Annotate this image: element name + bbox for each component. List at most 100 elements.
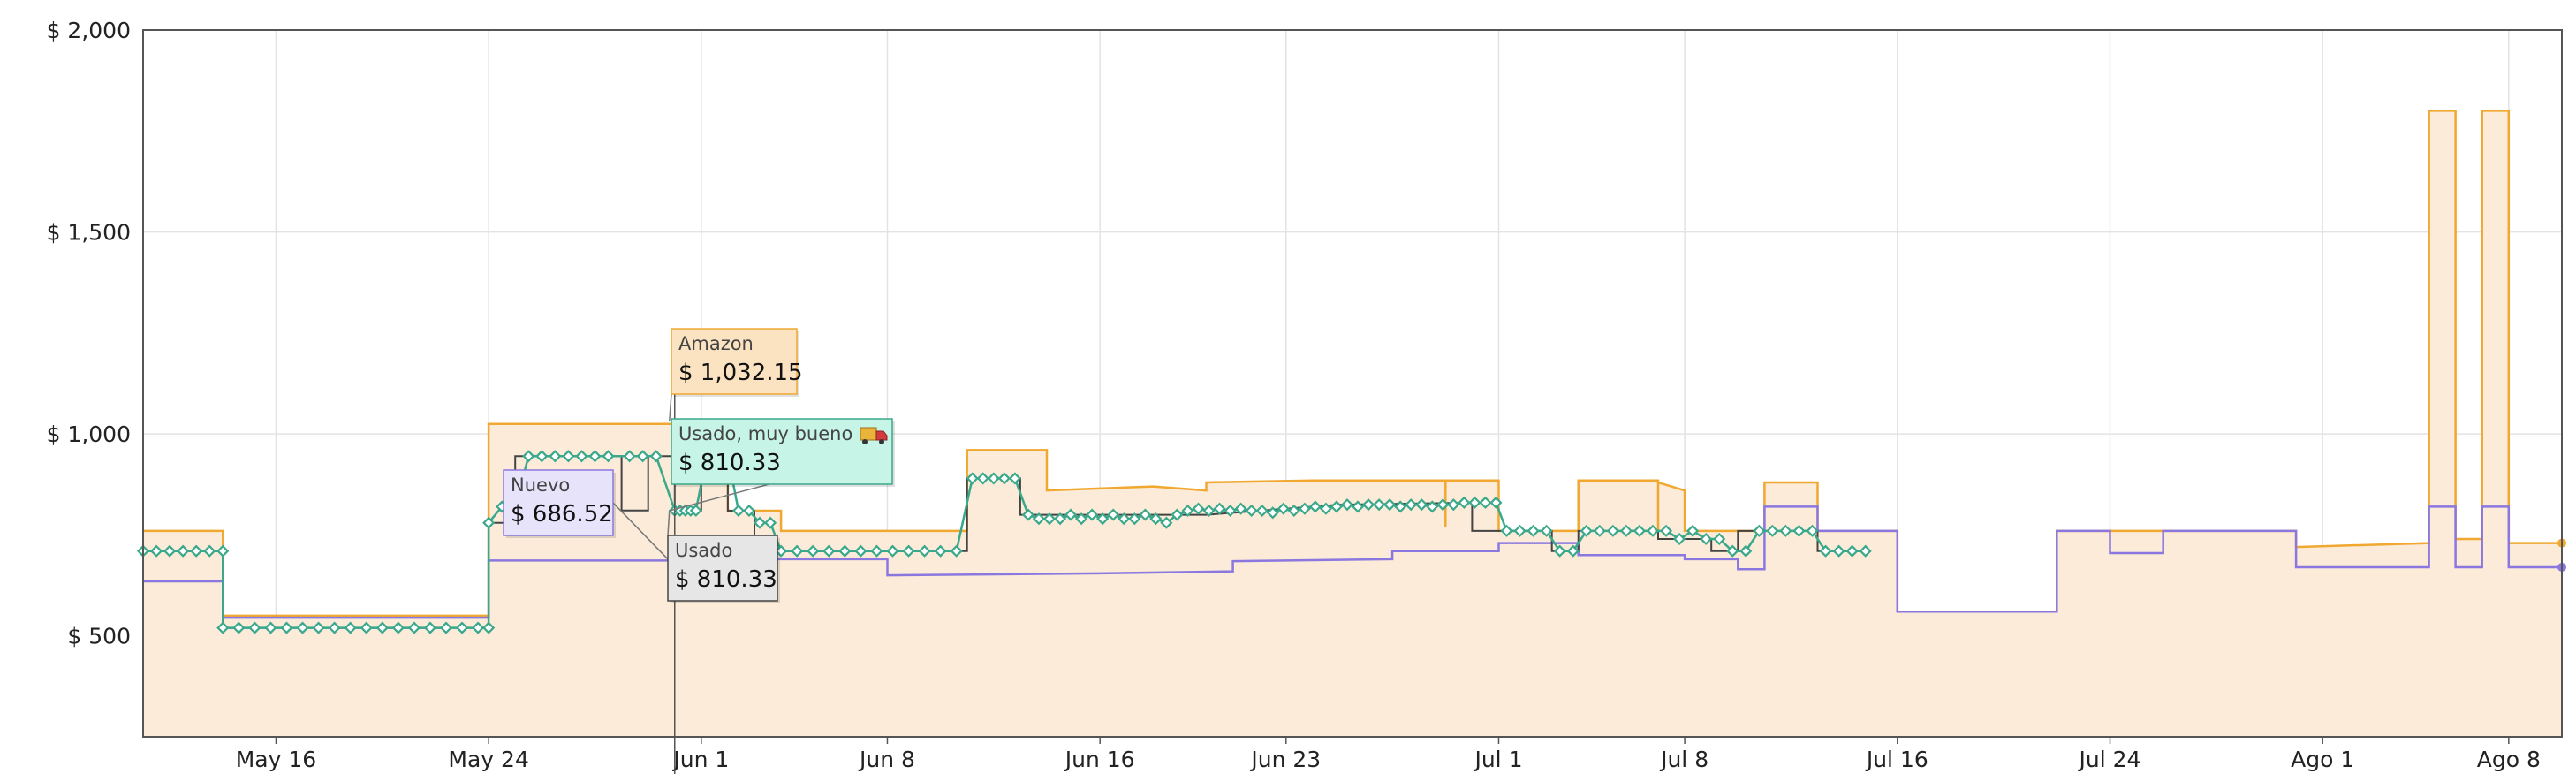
tooltip-box (671, 418, 893, 485)
usado-muy-bueno-marker (1686, 524, 1700, 537)
usado-muy-bueno-marker (1213, 502, 1226, 515)
usado-muy-bueno-marker (1319, 502, 1332, 515)
usado-muy-bueno-marker (807, 544, 820, 558)
usado-muy-bueno-marker (1234, 502, 1247, 515)
usado-muy-bueno-marker (482, 516, 496, 529)
usado-muy-bueno-marker (1739, 544, 1753, 558)
usado-muy-bueno-marker (1859, 544, 1872, 558)
usado-muy-bueno-marker (1107, 508, 1120, 521)
truck-icon (860, 427, 888, 444)
usado-muy-bueno-marker (1192, 502, 1205, 515)
usado-muy-bueno-marker (575, 450, 588, 463)
usado-muy-bueno-marker (602, 450, 615, 463)
tooltip-series-name: Nuevo (511, 474, 570, 496)
usado-muy-bueno-marker (1394, 500, 1407, 513)
x-tick-label: May 24 (448, 747, 528, 772)
usado-muy-bueno-marker (753, 516, 767, 529)
usado-muy-bueno-marker (1277, 502, 1290, 515)
usado-muy-bueno-marker (535, 450, 549, 463)
usado-muy-bueno-marker (264, 621, 277, 634)
usado-muy-bueno-marker (1606, 524, 1619, 537)
y-tick-label: $ 2,000 (47, 18, 131, 43)
usado-muy-bueno-marker (1032, 512, 1046, 526)
usado-muy-bueno-marker (1351, 500, 1365, 513)
usado-muy-bueno-marker (149, 544, 163, 558)
usado-muy-bueno-marker (1224, 504, 1237, 518)
tooltips: Amazon $ 1,032.15 Usado, muy bueno $ 810.33… (503, 328, 895, 603)
usado-muy-bueno-marker (1753, 524, 1766, 537)
usado-muy-bueno-tooltip: Usado, muy bueno $ 810.33 (671, 418, 895, 487)
usado-muy-bueno-marker (1383, 498, 1397, 512)
y-tick-label: $ 1,500 (47, 220, 131, 246)
x-tick-label: Jun 1 (671, 747, 729, 772)
usado-muy-bueno-marker (1128, 512, 1141, 526)
usado-muy-bueno-marker (1075, 512, 1088, 526)
usado-muy-bueno-marker (1330, 500, 1344, 513)
usado-muy-bueno-marker (1436, 498, 1450, 512)
usado-muy-bueno-marker (312, 621, 325, 634)
usado-muy-bueno-marker (203, 544, 216, 558)
usado-muy-bueno-marker (1149, 512, 1163, 526)
usado-muy-bueno-marker (1202, 504, 1216, 518)
usado-muy-bueno-marker (423, 621, 437, 634)
usado-muy-bueno-marker (1713, 532, 1726, 546)
usado-muy-bueno-marker (966, 472, 979, 485)
usado-muy-bueno-marker (1553, 544, 1566, 558)
usado-muy-bueno-marker (1779, 524, 1792, 537)
usado-muy-bueno-marker (1819, 544, 1832, 558)
usado-muy-bueno-marker (1008, 472, 1021, 485)
tooltip-series-name: Amazon (678, 333, 754, 354)
usado-muy-bueno-marker (1489, 496, 1503, 509)
usado-muy-bueno-marker (987, 472, 1000, 485)
usado-muy-bueno-marker (472, 621, 485, 634)
usado-muy-bueno-marker (439, 621, 453, 634)
usado-muy-bueno-marker (328, 621, 341, 634)
tooltip-box (503, 469, 614, 536)
usado-muy-bueno-marker (1096, 512, 1110, 526)
usado-muy-bueno-marker (1527, 524, 1540, 537)
amazon-tooltip: Amazon $ 1,032.15 (671, 328, 803, 397)
usado-muy-bueno-marker (976, 472, 989, 485)
usado-muy-bueno-marker (636, 450, 649, 463)
usado-muy-bueno-marker (1468, 496, 1481, 509)
usado-muy-bueno-marker (1593, 524, 1606, 537)
usado-muy-bueno-marker (838, 544, 852, 558)
usado-muy-bueno-marker (1361, 498, 1375, 512)
usado-muy-bueno-marker (522, 450, 535, 463)
usado-muy-bueno-marker (742, 504, 756, 518)
usado-muy-bueno-marker (1266, 506, 1279, 520)
usado-muy-bueno-marker (1426, 500, 1439, 513)
usado-muy-bueno-marker (950, 544, 963, 558)
usado-muy-bueno-marker (870, 544, 883, 558)
tooltip-price: $ 810.33 (678, 450, 781, 476)
usado-muy-bueno-marker (407, 621, 420, 634)
usado-muy-bueno-marker (731, 504, 746, 518)
usado-muy-bueno-marker (623, 450, 636, 463)
usado-muy-bueno-marker (549, 450, 562, 463)
plot-frame (142, 29, 2563, 738)
usado-muy-bueno-marker (1513, 524, 1527, 537)
usado-tooltip: Usado $ 810.33 (667, 535, 780, 603)
usado-muy-bueno-marker (1181, 504, 1194, 518)
usado-muy-bueno-marker (360, 621, 373, 634)
usado-muy-bueno-marker (1053, 512, 1067, 526)
usado-muy-bueno-marker (1340, 498, 1354, 512)
usado-muy-bueno-marker (1160, 516, 1173, 529)
y-tick-label: $ 500 (67, 624, 131, 649)
usado-muy-bueno-marker (1308, 500, 1322, 513)
usado-muy-bueno-marker (1619, 524, 1633, 537)
usado-muy-bueno-marker (1700, 532, 1713, 546)
usado-muy-bueno-marker (1540, 524, 1553, 537)
usado-muy-bueno-marker (1580, 524, 1593, 537)
nuevo-tooltip: Nuevo $ 686.52 (503, 469, 616, 538)
usado-muy-bueno-marker (296, 621, 309, 634)
usado-muy-bueno-marker (822, 544, 836, 558)
usado-muy-bueno-marker (1845, 544, 1859, 558)
x-tick-label: Jun 23 (1249, 747, 1321, 772)
x-tick-label: Jul 1 (1473, 747, 1522, 772)
usado-muy-bueno-marker (649, 450, 663, 463)
usado-muy-bueno-marker (1832, 544, 1845, 558)
x-tick-label: Jul 24 (2078, 747, 2141, 772)
tooltip-series-name: Usado, muy bueno (678, 423, 852, 444)
